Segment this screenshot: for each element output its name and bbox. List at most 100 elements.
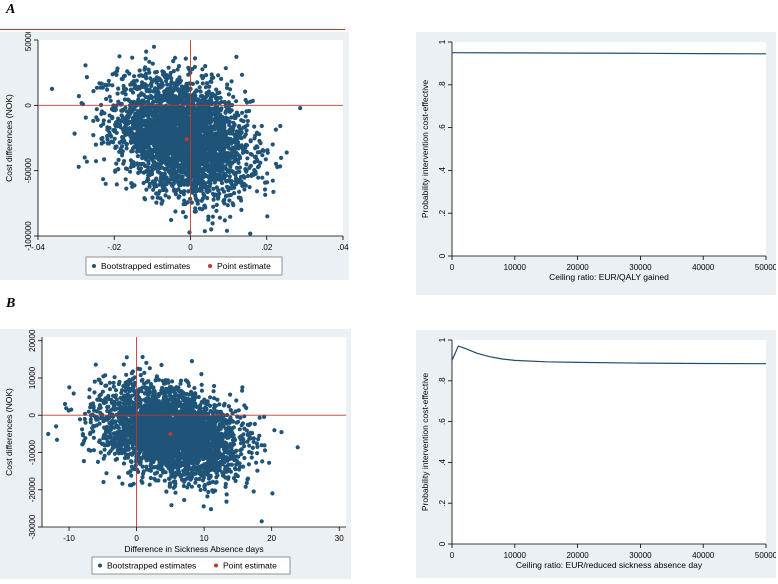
bootstrap-point xyxy=(140,92,144,96)
bootstrap-point xyxy=(216,73,220,77)
bootstrap-point xyxy=(104,182,108,186)
bootstrap-point xyxy=(146,176,150,180)
point-estimate-marker xyxy=(185,137,189,141)
bootstrap-point xyxy=(101,480,105,484)
bootstrap-point xyxy=(181,210,185,214)
bootstrap-point xyxy=(83,155,87,159)
bootstrap-point xyxy=(133,106,137,110)
bootstrap-point xyxy=(195,198,199,202)
bootstrap-point xyxy=(136,128,140,132)
bootstrap-point xyxy=(202,172,206,176)
bootstrap-point xyxy=(230,79,234,83)
bootstrap-point xyxy=(120,144,124,148)
bootstrap-point xyxy=(244,114,248,118)
bootstrap-point xyxy=(255,131,259,135)
bootstrap-point xyxy=(186,66,190,70)
bootstrap-point xyxy=(175,140,179,144)
bootstrap-point xyxy=(216,168,220,172)
bootstrap-point xyxy=(84,116,88,120)
plot-area xyxy=(452,42,766,256)
bootstrap-point xyxy=(248,232,252,236)
bootstrap-point xyxy=(144,113,148,117)
bootstrap-point xyxy=(125,110,129,114)
bootstrap-point xyxy=(100,82,104,86)
bootstrap-point xyxy=(138,68,142,72)
bootstrap-point xyxy=(120,482,124,486)
bootstrap-point xyxy=(215,96,219,100)
bootstrap-point xyxy=(220,181,224,185)
bootstrap-point xyxy=(123,74,127,78)
bootstrap-point xyxy=(163,91,167,95)
x-tick-label: 0 xyxy=(188,243,193,252)
bootstrap-point xyxy=(199,89,203,93)
bootstrap-point xyxy=(132,121,136,125)
bootstrap-point xyxy=(137,118,141,122)
bootstrap-point xyxy=(163,75,167,79)
bootstrap-point xyxy=(256,176,260,180)
bootstrap-point xyxy=(212,198,216,202)
bootstrap-point xyxy=(126,98,130,102)
bootstrap-point xyxy=(130,56,134,60)
bootstrap-point xyxy=(154,99,158,103)
bootstrap-point xyxy=(185,158,189,162)
x-tick-label: 30 xyxy=(335,534,344,543)
bootstrap-point xyxy=(192,173,196,177)
y-tick-label: .8 xyxy=(438,81,447,88)
bootstrap-point xyxy=(248,185,252,189)
bootstrap-point xyxy=(158,179,162,183)
bootstrap-point xyxy=(232,191,236,195)
y-axis-title: Probability intervention cost-effective xyxy=(420,80,430,219)
bootstrap-point xyxy=(197,138,201,142)
bootstrap-point xyxy=(237,196,241,200)
bootstrap-point xyxy=(271,142,275,146)
bootstrap-point xyxy=(83,63,87,67)
y-tick-label: 20000 xyxy=(28,329,37,352)
bootstrap-point xyxy=(249,174,253,178)
x-tick-label: 40000 xyxy=(692,263,715,272)
bootstrap-point xyxy=(144,188,148,192)
bootstrap-point xyxy=(172,164,176,168)
bootstrap-point xyxy=(234,55,238,59)
bootstrap-point xyxy=(207,121,211,125)
bootstrap-point xyxy=(206,218,210,222)
bootstrap-point xyxy=(211,132,215,136)
bootstrap-point xyxy=(225,107,229,111)
bootstrap-point xyxy=(193,91,197,95)
bootstrap-point xyxy=(139,162,143,166)
bootstrap-point xyxy=(198,85,202,89)
bootstrap-point xyxy=(108,387,112,391)
bootstrap-point xyxy=(238,416,242,420)
bootstrap-point xyxy=(258,416,262,420)
bootstrap-point xyxy=(245,156,249,160)
bootstrap-point xyxy=(210,127,214,131)
x-tick-label: -10 xyxy=(63,534,75,543)
bootstrap-point xyxy=(158,142,162,146)
bootstrap-point xyxy=(179,116,183,120)
bootstrap-point xyxy=(211,92,215,96)
bootstrap-point xyxy=(89,417,93,421)
bootstrap-point xyxy=(147,68,151,72)
bootstrap-point xyxy=(213,193,217,197)
bootstrap-point xyxy=(224,139,228,143)
bootstrap-point xyxy=(77,94,81,98)
bootstrap-point xyxy=(236,142,240,146)
bootstrap-point xyxy=(244,183,248,187)
bootstrap-point xyxy=(207,89,211,93)
bootstrap-point xyxy=(142,196,146,200)
bootstrap-point xyxy=(248,100,252,104)
bootstrap-point xyxy=(194,186,198,190)
bootstrap-point xyxy=(176,67,180,71)
bootstrap-point xyxy=(245,128,249,132)
bootstrap-point xyxy=(227,170,231,174)
y-tick-label: -20000 xyxy=(28,477,37,502)
bootstrap-point xyxy=(141,147,145,151)
bootstrap-point xyxy=(167,66,171,70)
bootstrap-point xyxy=(206,128,210,132)
y-tick-label: -10000 xyxy=(28,439,37,464)
bootstrap-point xyxy=(131,82,135,86)
bootstrap-point xyxy=(228,174,232,178)
bootstrap-point xyxy=(178,107,182,111)
bootstrap-point xyxy=(187,181,191,185)
bootstrap-point xyxy=(124,177,128,181)
